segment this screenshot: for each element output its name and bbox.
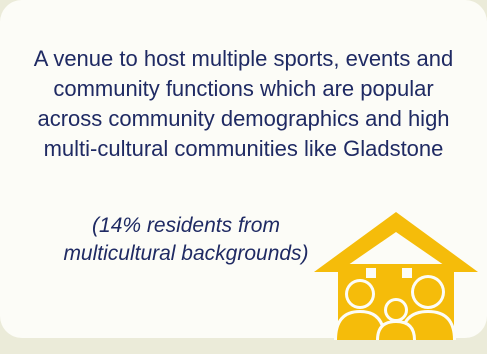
multicultural-note: (14% residents from multicultural backgr… (63, 214, 309, 265)
venue-description: A venue to host multiple sports, events … (33, 46, 454, 161)
info-card: A venue to host multiple sports, events … (0, 0, 487, 338)
community-house-icon (314, 212, 478, 340)
